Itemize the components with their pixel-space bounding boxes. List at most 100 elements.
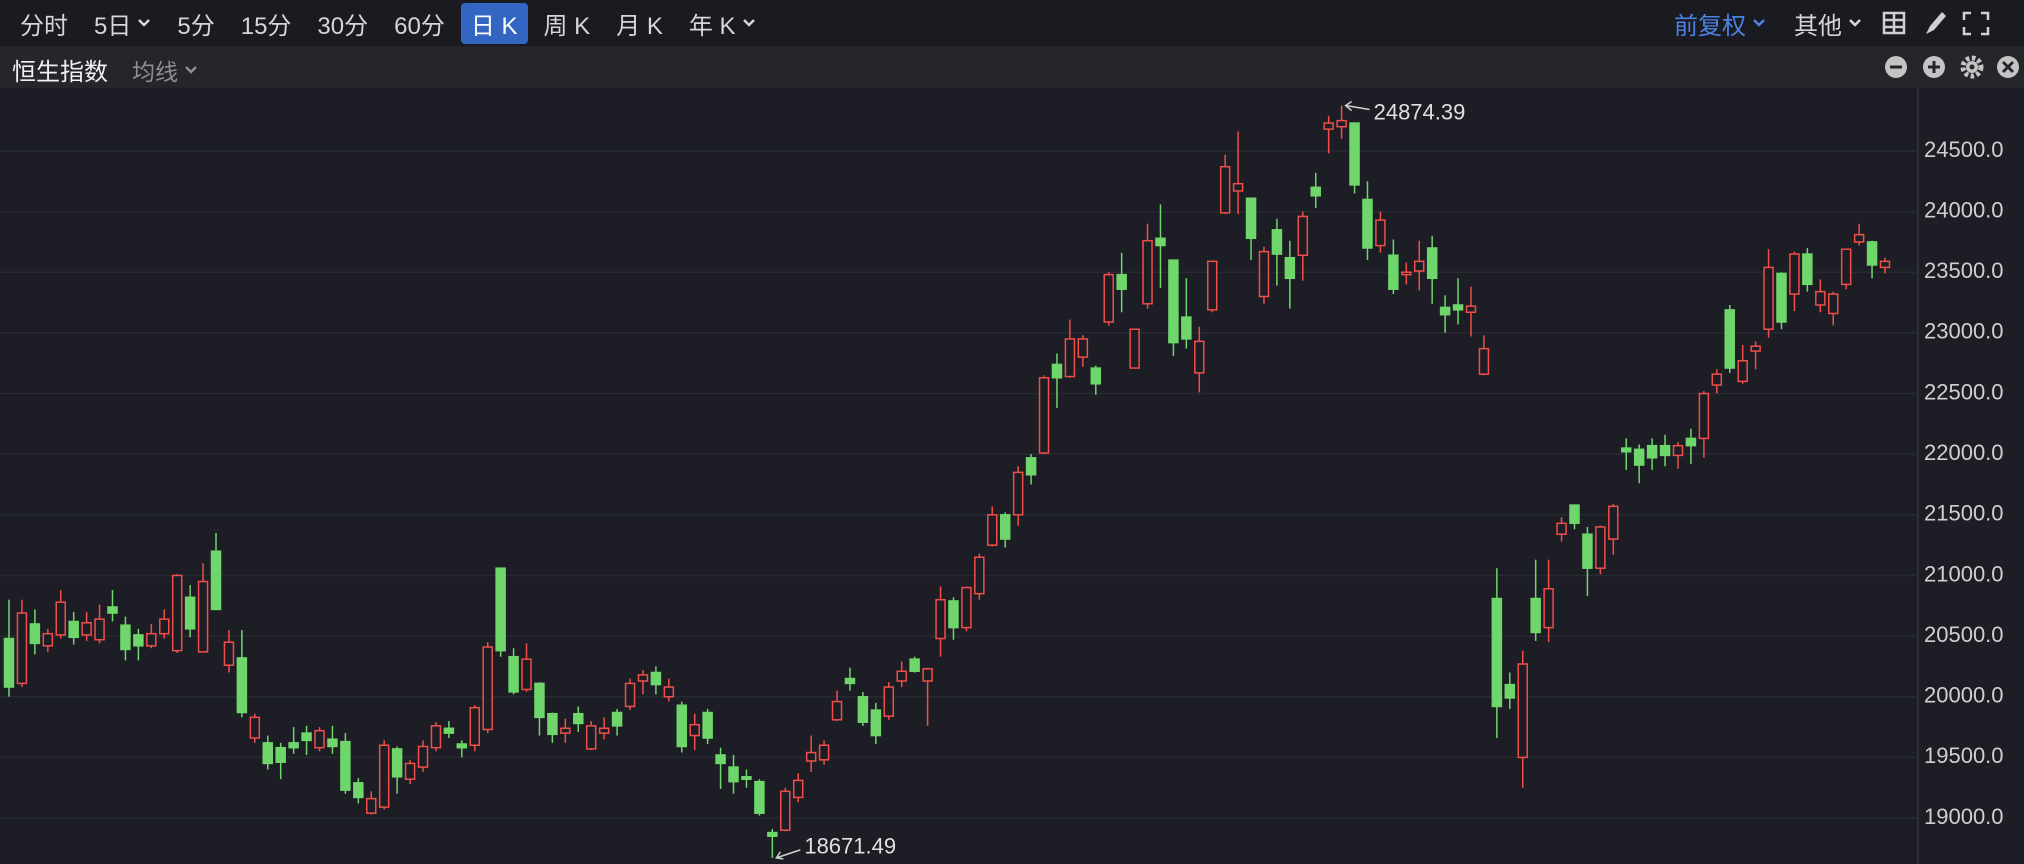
tab[interactable]: 分时 bbox=[10, 3, 78, 44]
indicator-label: 均线 bbox=[132, 59, 178, 85]
tab[interactable]: 日 K bbox=[460, 2, 528, 44]
zoom-out[interactable] bbox=[1885, 56, 1907, 78]
candle-body bbox=[844, 677, 856, 685]
tab[interactable]: 月 K bbox=[606, 3, 673, 44]
panel-icons bbox=[1885, 55, 2019, 79]
candle-body bbox=[585, 725, 597, 750]
candle-body bbox=[1724, 309, 1735, 369]
candle-body bbox=[1206, 260, 1218, 311]
candle-body bbox=[1038, 377, 1050, 454]
candle-body bbox=[1840, 248, 1852, 286]
close[interactable] bbox=[1997, 56, 2019, 78]
candle-body bbox=[521, 658, 532, 691]
candle-body bbox=[1478, 347, 1490, 375]
candle-body bbox=[1465, 305, 1477, 314]
candle-body bbox=[94, 618, 105, 641]
candle-body bbox=[55, 601, 67, 636]
candle-body bbox=[1543, 588, 1554, 629]
fullscreen-icon[interactable] bbox=[1962, 11, 1990, 36]
candle-body bbox=[987, 514, 998, 546]
candle-body bbox=[275, 746, 286, 763]
candle-body bbox=[197, 580, 209, 653]
candle-body bbox=[831, 700, 843, 721]
tab[interactable]: 30分 bbox=[307, 3, 378, 44]
candle-body bbox=[1116, 273, 1127, 290]
candle-body bbox=[184, 596, 196, 630]
candlestick-chart: 19000.0 19500.0 20000.0 20500.0 21000.0 21500… bbox=[0, 88, 2004, 864]
candle-body bbox=[1012, 471, 1024, 516]
high-arrow bbox=[1344, 100, 1370, 112]
candle-body bbox=[1297, 215, 1309, 257]
candle-body bbox=[1711, 373, 1723, 386]
settings[interactable] bbox=[1960, 55, 1984, 79]
candle-body bbox=[1401, 271, 1412, 276]
candle-body bbox=[508, 655, 519, 693]
candle-body bbox=[1310, 186, 1321, 197]
toolbar-icons bbox=[1882, 11, 1990, 36]
candle-body bbox=[1155, 237, 1166, 247]
candle-body bbox=[1194, 340, 1205, 374]
tab[interactable]: 周 K bbox=[534, 3, 601, 44]
layout-icon[interactable] bbox=[1882, 11, 1906, 35]
candle-body bbox=[1413, 260, 1425, 272]
candle-body bbox=[999, 514, 1011, 540]
candle-body bbox=[1776, 272, 1787, 323]
candle-body bbox=[1103, 273, 1114, 323]
candle-body bbox=[663, 686, 675, 698]
y-tick-label: 21000.0 bbox=[1924, 561, 2004, 586]
candle-body bbox=[107, 606, 118, 614]
high-label: 24874.39 bbox=[1374, 99, 1466, 124]
tab[interactable]: 年 K bbox=[679, 3, 766, 44]
candle-body bbox=[1815, 290, 1826, 306]
low-label: 18671.49 bbox=[804, 834, 896, 859]
tab[interactable]: 5日 bbox=[84, 3, 161, 44]
candle-body bbox=[1349, 122, 1360, 186]
y-tick-label: 21500.0 bbox=[1924, 501, 2004, 526]
tab[interactable]: 其他 bbox=[1784, 3, 1872, 44]
tab[interactable]: 60分 bbox=[384, 3, 455, 44]
candle-body bbox=[1388, 254, 1399, 290]
tab[interactable]: 15分 bbox=[231, 3, 302, 44]
y-tick-label: 23500.0 bbox=[1924, 258, 2004, 283]
candle-body bbox=[1232, 182, 1244, 192]
candle-body bbox=[611, 711, 623, 727]
candle-body bbox=[417, 745, 429, 768]
candle-body bbox=[650, 671, 662, 686]
candle-body bbox=[404, 762, 416, 780]
candle-body bbox=[676, 704, 688, 748]
candle-body bbox=[456, 743, 468, 749]
candle-body bbox=[236, 657, 248, 714]
candle-body bbox=[1129, 328, 1140, 369]
tab-label: 分时 bbox=[20, 12, 68, 40]
candle-body bbox=[1517, 663, 1528, 759]
candle-body bbox=[1827, 293, 1839, 315]
candle-body bbox=[961, 586, 972, 629]
candle-body bbox=[29, 623, 41, 645]
candle-body bbox=[1168, 259, 1179, 344]
candle-body bbox=[728, 766, 739, 783]
candle-body bbox=[1336, 119, 1347, 128]
candle-body bbox=[1452, 304, 1464, 311]
candle-body bbox=[262, 742, 274, 765]
indicator-select[interactable]: 均线 bbox=[124, 51, 206, 89]
candle-body bbox=[922, 668, 933, 682]
candle-body bbox=[767, 831, 778, 837]
candle-body bbox=[327, 738, 338, 748]
tab[interactable]: 前复权 bbox=[1664, 3, 1776, 44]
candle-body bbox=[1439, 306, 1451, 316]
toolbar: 分时 5日 5分 15分 30分 60分日 K 周 K 月 K 年 K 前复权 其他 bbox=[0, 0, 2024, 46]
candle-body bbox=[1284, 256, 1296, 280]
candle-body bbox=[1659, 444, 1671, 457]
zoom-in[interactable] bbox=[1923, 56, 1945, 78]
candle-body bbox=[210, 550, 222, 611]
candle-body bbox=[1426, 247, 1438, 280]
candle-body bbox=[1051, 363, 1063, 379]
candle-body bbox=[1077, 338, 1089, 358]
candle-body bbox=[443, 727, 455, 734]
candle-body bbox=[547, 712, 558, 736]
candle-body bbox=[249, 716, 261, 739]
candle-body bbox=[1362, 198, 1373, 249]
tab[interactable]: 5分 bbox=[167, 3, 224, 44]
candle-body bbox=[1763, 266, 1774, 330]
draw-icon[interactable] bbox=[1926, 12, 1946, 34]
